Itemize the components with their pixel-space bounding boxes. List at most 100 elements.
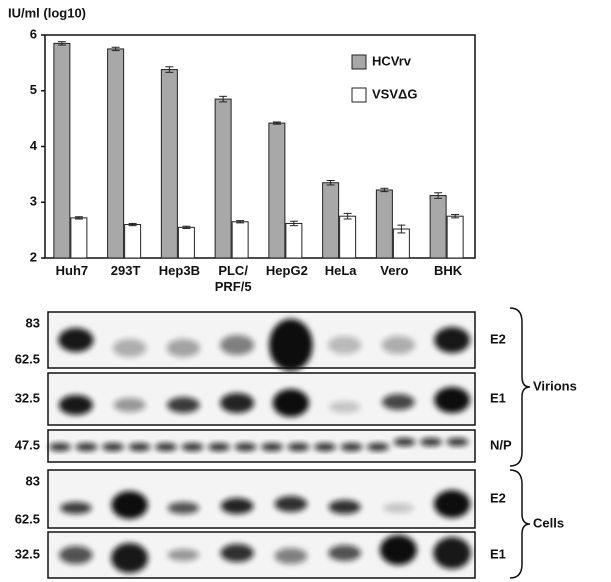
blot-band — [420, 438, 442, 446]
blot-band — [220, 393, 254, 413]
blot-band — [329, 401, 361, 413]
x-tick-label: Hep3B — [159, 263, 200, 278]
legend-swatch — [352, 88, 366, 102]
bar — [323, 183, 339, 258]
figure: IU/ml (log10) 23456Huh7293THep3BPLC/PRF/… — [0, 0, 611, 582]
blot-band — [167, 339, 200, 357]
bar — [447, 216, 463, 258]
blot-band — [380, 535, 417, 565]
bar — [269, 123, 285, 258]
y-axis-label: IU/ml (log10) — [8, 5, 86, 20]
blot-band — [394, 438, 416, 446]
blot-panel — [48, 430, 475, 462]
panel-label: E2 — [490, 490, 506, 505]
x-tick-label: Huh7 — [56, 263, 89, 278]
blot-band — [155, 443, 177, 451]
blot-band — [447, 438, 469, 446]
blot-band — [168, 502, 200, 514]
brace — [510, 470, 530, 578]
blot-band — [208, 443, 230, 451]
blot-band — [111, 491, 147, 519]
blot-band — [273, 389, 309, 417]
blot-band — [76, 443, 98, 451]
x-tick-label: Vero — [380, 263, 408, 278]
marker-label: 62.5 — [15, 351, 40, 366]
bar — [232, 222, 248, 258]
x-tick-label: BHK — [434, 263, 463, 278]
blot-band — [274, 548, 307, 564]
panel-label: E1 — [490, 546, 506, 561]
legend-label: VSVΔG — [372, 86, 417, 101]
bar — [178, 227, 194, 258]
group-label: Cells — [533, 515, 564, 530]
blot-band — [111, 543, 148, 573]
y-tick-label: 4 — [30, 138, 38, 153]
marker-label: 47.5 — [15, 437, 40, 452]
blot-band — [220, 335, 254, 355]
blot-band — [220, 544, 253, 562]
blot-band — [59, 395, 93, 415]
blot-band — [221, 498, 254, 514]
bar — [215, 99, 231, 258]
blot-band — [314, 443, 336, 451]
bar — [125, 225, 141, 258]
marker-label: 32.5 — [15, 546, 40, 561]
blot-band — [59, 546, 92, 564]
blot-band — [433, 537, 471, 569]
marker-label: 83 — [26, 315, 40, 330]
bar — [54, 43, 70, 258]
blot-band — [182, 443, 204, 451]
blot-band — [434, 327, 470, 353]
blot-band — [60, 502, 92, 514]
y-tick-label: 5 — [30, 82, 37, 97]
blot-band — [434, 490, 470, 518]
x-tick-label: HepG2 — [266, 263, 308, 278]
blot-band — [167, 397, 200, 413]
bar — [108, 49, 124, 258]
marker-label: 83 — [26, 473, 40, 488]
blot-band — [274, 496, 307, 512]
blot-band — [168, 549, 200, 561]
blot-band — [129, 443, 151, 451]
group-label: Virions — [533, 378, 577, 393]
x-tick-label: 293T — [111, 263, 141, 278]
brace — [510, 308, 530, 466]
marker-label: 32.5 — [15, 390, 40, 405]
legend-label: HCVrv — [372, 53, 412, 68]
blot-band — [49, 443, 71, 451]
blot-band — [235, 443, 257, 451]
blot-panel — [48, 470, 475, 528]
blot-band — [261, 443, 283, 451]
blot-band — [102, 443, 124, 451]
blot-band — [382, 336, 415, 354]
panel-label: N/P — [490, 437, 512, 452]
blot-band — [341, 443, 363, 451]
x-tick-label: PLC/PRF/5 — [215, 263, 252, 294]
blot-band — [367, 443, 389, 451]
blot-band — [328, 336, 361, 354]
blot-band — [58, 328, 93, 352]
blot-band — [434, 387, 470, 413]
bar — [430, 196, 446, 258]
blot-band — [329, 500, 361, 514]
y-tick-label: 6 — [30, 26, 37, 41]
panel-label: E2 — [490, 331, 506, 346]
blot-band — [114, 398, 146, 412]
blot-band — [269, 319, 313, 371]
blot-band — [113, 339, 146, 357]
blot-panel — [48, 373, 475, 425]
x-tick-label: HeLa — [325, 263, 358, 278]
blot-frame — [48, 470, 475, 528]
bar — [340, 216, 356, 258]
legend-swatch — [352, 55, 366, 69]
blot-band — [288, 443, 310, 451]
panel-label: E1 — [490, 390, 506, 405]
blot-band — [328, 545, 361, 561]
bar — [376, 190, 392, 258]
blot-band — [383, 503, 414, 513]
bar — [161, 70, 177, 258]
y-tick-label: 3 — [30, 194, 37, 209]
blot-panel — [48, 312, 475, 371]
blot-panel — [48, 532, 475, 578]
bar — [286, 223, 302, 258]
